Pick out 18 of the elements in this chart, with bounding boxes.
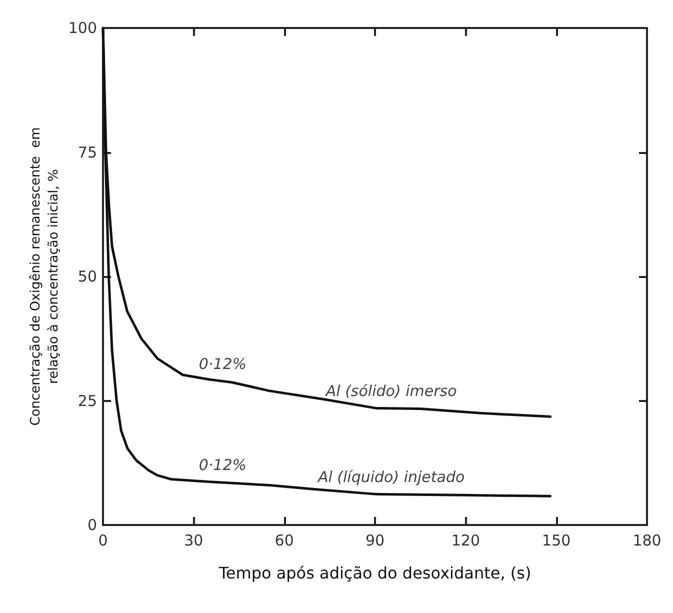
y-tick-label: 75 [78,143,97,162]
x-tick-label: 30 [184,532,204,550]
x-tick-label: 60 [274,532,294,550]
annotation: Al (líquido) injetado [316,468,465,486]
annotation: Al (sólido) imerso [324,382,457,400]
y-tick-label: 25 [78,392,97,410]
x-tick-label: 90 [365,532,385,550]
x-axis-title: Tempo após adição do desoxidante, (s) [218,564,532,582]
y-tick-label: 100 [68,19,97,37]
annotation: 0·12% [198,456,247,474]
y-axis-title: Concentração de Oxigênio remanescente em relação à concentração inicial, % [28,127,62,426]
y-tick-label: 50 [78,268,97,286]
x-tick-label: 150 [542,532,571,550]
annotation: 0·12% [198,354,247,373]
y-tick-label: 0 [87,516,97,534]
x-tick-label: 180 [632,532,662,550]
x-tick-label: 120 [451,532,480,550]
x-tick-label: 0 [98,532,108,550]
